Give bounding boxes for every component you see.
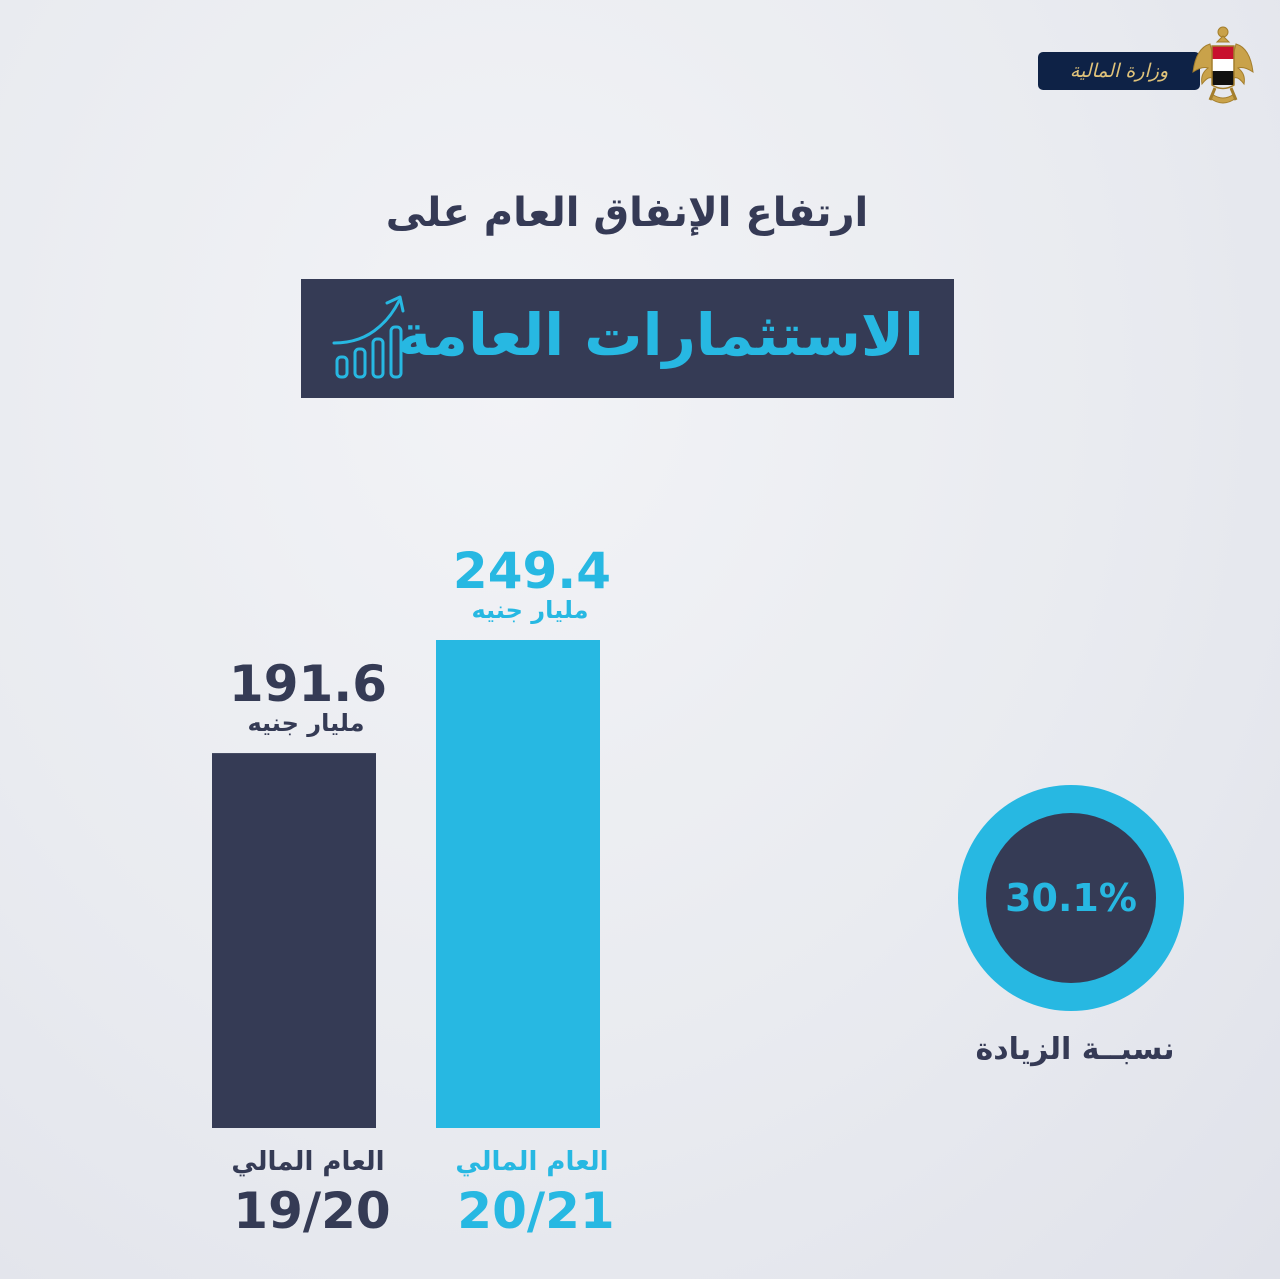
bar-20-21 — [436, 640, 600, 1128]
title-box: الاستثمارات العامة — [301, 279, 954, 398]
logo-text: وزارة المالية — [1069, 60, 1169, 82]
increase-ring: 30.1% — [958, 785, 1184, 1011]
ministry-logo: وزارة المالية — [1016, 22, 1256, 112]
logo-banner: وزارة المالية — [1038, 52, 1200, 90]
title-line2: الاستثمارات العامة — [396, 301, 924, 369]
title-line1: ارتفاع الإنفاق العام على — [385, 190, 869, 236]
growth-chart-icon — [332, 295, 405, 379]
increase-ring-inner: 30.1% — [986, 813, 1156, 983]
bar-unit-label: مليار جنيه — [471, 596, 588, 624]
bar-unit-label: مليار جنيه — [247, 709, 364, 737]
bar-value-label: 191.6 — [229, 655, 387, 713]
fiscal-year-prefix: العام المالي — [455, 1147, 608, 1177]
bar-value-label: 249.4 — [453, 542, 611, 600]
fiscal-year-label: 20/21 — [457, 1182, 614, 1240]
fiscal-year-label: 19/20 — [233, 1182, 390, 1240]
bar-19-20 — [212, 753, 376, 1128]
eagle-emblem-icon — [1192, 26, 1254, 104]
fiscal-year-prefix: العام المالي — [231, 1147, 384, 1177]
increase-value: 30.1% — [1005, 876, 1137, 920]
increase-label: نسبــة الزيادة — [975, 1032, 1175, 1067]
